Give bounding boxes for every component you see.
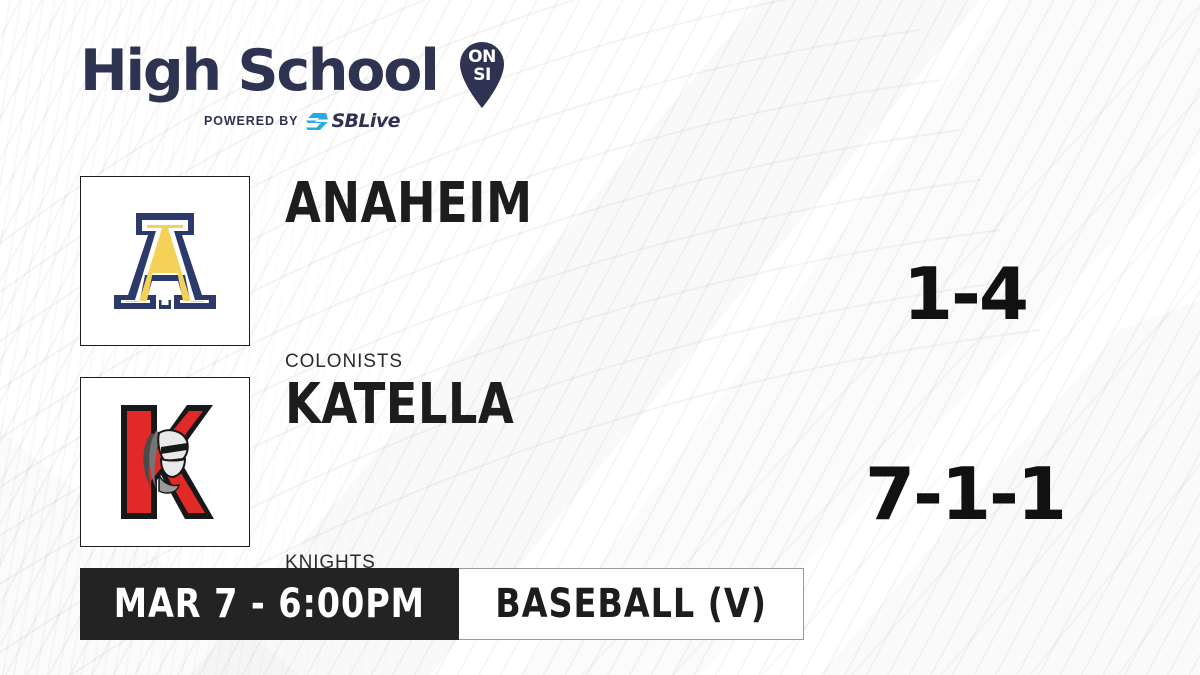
brand-wordmark: High School [80, 37, 440, 104]
pin-badge-line2: SI [473, 65, 491, 85]
brand-lockup: High School ON SI POWERED BY SBLive [80, 34, 520, 131]
away-team-name: ANAHEIM [285, 171, 533, 236]
home-team-name: KATELLA [285, 372, 515, 437]
sblive-wordmark: SBLive [331, 110, 400, 132]
on-si-pin-icon: ON SI [452, 34, 512, 108]
anaheim-colonists-a-logo-icon [106, 205, 224, 317]
home-team-info: KATELLA KNIGHTS [285, 372, 534, 573]
pin-badge-line1: ON [468, 47, 496, 67]
home-team-record: 7-1-1 [864, 452, 1067, 536]
home-team-mascot: KNIGHTS [285, 552, 376, 573]
away-team-logo-box [80, 176, 250, 346]
powered-by-row: POWERED BY SBLive [80, 112, 520, 131]
powered-by-label: POWERED BY [204, 114, 299, 129]
game-datetime-label: MAR 7 - 6:00PM [113, 581, 425, 627]
brand-row: High School ON SI [80, 34, 520, 108]
game-datetime-chip: MAR 7 - 6:00PM [80, 568, 459, 640]
away-team-info: ANAHEIM COLONISTS [285, 171, 554, 372]
away-team-record: 1-4 [902, 252, 1029, 336]
sblive-lockup: SBLive [306, 110, 401, 132]
away-team-mascot: COLONISTS [285, 351, 403, 372]
game-sport-label: BASEBALL (V) [494, 581, 767, 627]
katella-knights-k-logo-icon [115, 403, 215, 521]
home-team-logo-box [80, 377, 250, 547]
game-sport-chip: BASEBALL (V) [458, 568, 804, 640]
sblive-s-mark-icon [306, 113, 329, 130]
game-info-banner: MAR 7 - 6:00PM BASEBALL (V) [80, 568, 804, 640]
